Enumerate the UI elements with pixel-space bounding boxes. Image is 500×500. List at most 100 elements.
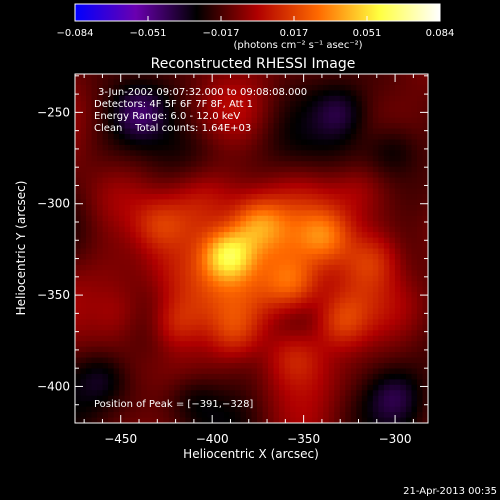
heatmap-cell xyxy=(223,95,231,102)
heatmap-cell xyxy=(284,379,291,386)
heatmap-cell xyxy=(201,313,208,320)
heatmap-cell xyxy=(174,352,181,359)
heatmap-cell xyxy=(416,210,424,217)
heatmap-cell xyxy=(339,346,346,353)
heatmap-cell xyxy=(179,232,186,239)
heatmap-cell xyxy=(345,417,352,423)
heatmap-cell xyxy=(223,123,231,130)
heatmap-cell xyxy=(130,264,137,271)
heatmap-cell xyxy=(273,161,280,168)
heatmap-cell xyxy=(124,313,131,320)
heatmap-cell xyxy=(97,384,104,391)
heatmap-cell xyxy=(394,412,402,419)
heatmap-cell xyxy=(323,357,330,364)
heatmap-cell xyxy=(301,259,308,266)
heatmap-cell xyxy=(80,215,87,222)
heatmap-cell xyxy=(378,303,385,310)
heatmap-cell xyxy=(361,401,368,408)
heatmap-cell xyxy=(334,297,341,304)
heatmap-cell xyxy=(190,346,197,353)
heatmap-cell xyxy=(91,319,98,326)
heatmap-cell xyxy=(405,139,413,146)
heatmap-cell xyxy=(394,210,402,217)
heatmap-cell xyxy=(119,248,126,255)
heatmap-cell xyxy=(146,139,153,146)
heatmap-cell xyxy=(350,117,357,124)
heatmap-cell xyxy=(378,373,385,380)
heatmap-cell xyxy=(405,183,413,190)
heatmap-cell xyxy=(163,270,170,277)
heatmap-cell xyxy=(422,193,428,201)
heatmap-cell xyxy=(141,237,148,244)
heatmap-cell xyxy=(229,352,236,359)
heatmap-cell xyxy=(179,215,186,222)
heatmap-cell xyxy=(157,270,164,277)
heatmap-cell xyxy=(157,128,164,135)
heatmap-cell xyxy=(207,74,214,81)
heatmap-cell xyxy=(367,123,374,130)
heatmap-cell xyxy=(102,90,109,97)
heatmap-cell xyxy=(334,401,341,408)
heatmap-cell xyxy=(317,161,324,168)
heatmap-cell xyxy=(273,188,280,195)
heatmap-cell xyxy=(174,177,181,184)
heatmap-cell xyxy=(157,368,164,375)
heatmap-cell xyxy=(284,264,291,271)
heatmap-cell xyxy=(168,275,175,282)
heatmap-cell xyxy=(80,319,87,326)
heatmap-cell xyxy=(345,390,352,397)
heatmap-cell xyxy=(119,352,126,359)
heatmap-cell xyxy=(361,308,368,315)
heatmap-cell xyxy=(394,330,402,337)
heatmap-cell xyxy=(323,183,330,190)
heatmap-cell xyxy=(378,253,385,260)
heatmap-cell xyxy=(372,123,379,130)
heatmap-cell xyxy=(345,90,352,97)
heatmap-cell xyxy=(383,395,390,402)
heatmap-cell xyxy=(284,188,291,195)
heatmap-cell xyxy=(279,313,286,320)
heatmap-cell xyxy=(223,363,231,370)
heatmap-cell xyxy=(130,346,137,353)
heatmap-cell xyxy=(284,401,291,408)
heatmap-cell xyxy=(80,161,87,168)
heatmap-cell xyxy=(119,281,126,288)
heatmap-cell xyxy=(141,379,148,386)
heatmap-cell xyxy=(273,281,280,288)
heatmap-cell xyxy=(141,363,148,370)
heatmap-cell xyxy=(245,248,253,255)
heatmap-cell xyxy=(306,324,313,331)
heatmap-cell xyxy=(168,74,175,81)
heatmap-cell xyxy=(113,346,120,353)
heatmap-cell xyxy=(86,183,93,190)
heatmap-cell xyxy=(361,275,368,282)
heatmap-cell xyxy=(350,406,357,413)
heatmap-cell xyxy=(268,155,275,162)
heatmap-cell xyxy=(212,172,220,179)
heatmap-cell xyxy=(405,417,413,423)
heatmap-cell xyxy=(86,155,93,162)
heatmap-cell xyxy=(251,183,258,190)
heatmap-cell xyxy=(124,248,131,255)
heatmap-cell xyxy=(234,232,242,239)
heatmap-cell xyxy=(317,128,324,135)
heatmap-cell xyxy=(196,155,203,162)
heatmap-cell xyxy=(334,133,341,141)
heatmap-cell xyxy=(378,139,385,146)
heatmap-cell xyxy=(124,237,131,244)
heatmap-cell xyxy=(257,188,264,195)
heatmap-cell xyxy=(113,270,120,277)
heatmap-cell xyxy=(185,183,192,190)
heatmap-cell xyxy=(290,281,297,288)
heatmap-cell xyxy=(218,237,225,244)
heatmap-cell xyxy=(312,90,319,97)
heatmap-cell xyxy=(86,264,93,271)
heatmap-cell xyxy=(389,84,396,91)
heatmap-cell xyxy=(223,177,231,184)
heatmap-cell xyxy=(273,166,280,173)
heatmap-cell xyxy=(273,237,280,244)
heatmap-cell xyxy=(295,286,302,293)
heatmap-cell xyxy=(157,215,164,222)
heatmap-cell xyxy=(240,341,247,348)
heatmap-cell xyxy=(279,303,286,310)
